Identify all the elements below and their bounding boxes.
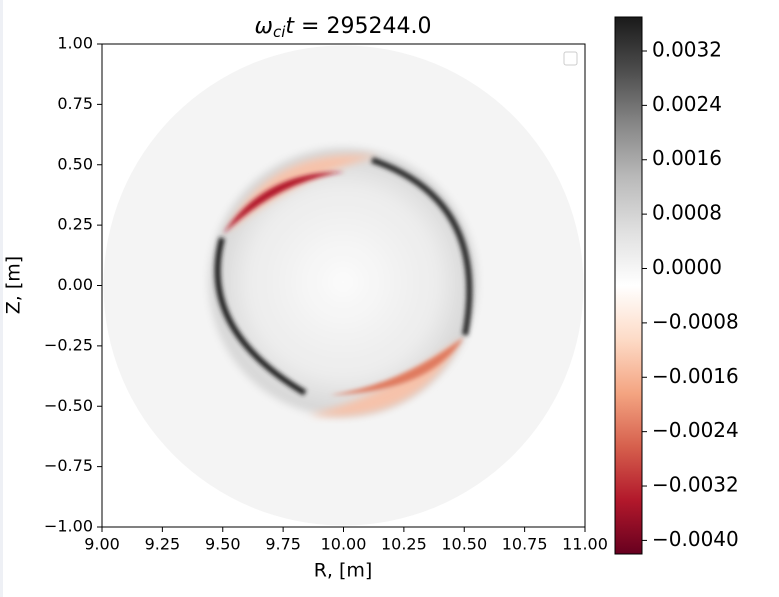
title-subscript: ci bbox=[273, 23, 286, 41]
y-tick-label: 0.75 bbox=[57, 94, 93, 113]
empty-legend bbox=[563, 51, 578, 66]
x-tick-label: 9.00 bbox=[84, 535, 120, 554]
title-symbol: ω bbox=[255, 14, 273, 39]
edge-strip bbox=[0, 0, 3, 597]
x-axis-label: R, [m] bbox=[314, 560, 373, 582]
y-tick-label: 0.25 bbox=[57, 215, 93, 234]
right-dark-arc bbox=[371, 157, 473, 336]
colorbar bbox=[614, 16, 643, 555]
colorbar-tick-label: −0.0032 bbox=[652, 473, 739, 497]
y-tick-label: −0.25 bbox=[44, 335, 93, 354]
colorbar-tick-label: 0.0032 bbox=[652, 37, 722, 61]
upper-crescent-core bbox=[223, 171, 345, 234]
y-axis-label: Z, [m] bbox=[3, 256, 25, 314]
y-tick-label: −0.50 bbox=[44, 396, 93, 415]
chart-title: ωcit = 295244.0 bbox=[255, 14, 432, 41]
y-tick-label: 0.00 bbox=[57, 275, 93, 294]
field bbox=[102, 44, 585, 527]
x-tick-label: 9.25 bbox=[145, 535, 181, 554]
upper-crescent bbox=[226, 154, 378, 232]
x-tick-label: 9.75 bbox=[265, 535, 301, 554]
x-tick-label: 10.75 bbox=[502, 535, 548, 554]
x-tick-label: 10.25 bbox=[381, 535, 427, 554]
inner-disk bbox=[209, 148, 477, 416]
x-tick-label: 11.00 bbox=[562, 535, 608, 554]
colorbar-tick-label: −0.0008 bbox=[652, 309, 739, 333]
x-tick-label: 9.50 bbox=[205, 535, 241, 554]
y-tick-label: −1.00 bbox=[44, 517, 93, 536]
y-tick-label: 1.00 bbox=[57, 34, 93, 53]
colorbar-tick-label: −0.0016 bbox=[652, 364, 739, 388]
colorbar-tick-label: 0.0024 bbox=[652, 92, 722, 116]
y-tick-label: 0.50 bbox=[57, 154, 93, 173]
x-tick-label: 10.00 bbox=[321, 535, 367, 554]
colorbar-tick-label: 0.0000 bbox=[652, 255, 722, 279]
colorbar-tick-label: 0.0016 bbox=[652, 146, 722, 170]
lower-crescent-core bbox=[330, 337, 464, 395]
colorbar-tick-label: −0.0024 bbox=[652, 418, 739, 442]
title-variable: t bbox=[285, 14, 295, 39]
left-dark-arc bbox=[214, 237, 307, 396]
colorbar-tick-label: 0.0008 bbox=[652, 201, 722, 225]
x-tick-label: 10.50 bbox=[441, 535, 487, 554]
lower-crescent bbox=[309, 339, 461, 417]
y-tick-label: −0.75 bbox=[44, 456, 93, 475]
title-value: = 295244.0 bbox=[294, 14, 431, 39]
colorbar-tick-label: −0.0040 bbox=[652, 527, 739, 551]
